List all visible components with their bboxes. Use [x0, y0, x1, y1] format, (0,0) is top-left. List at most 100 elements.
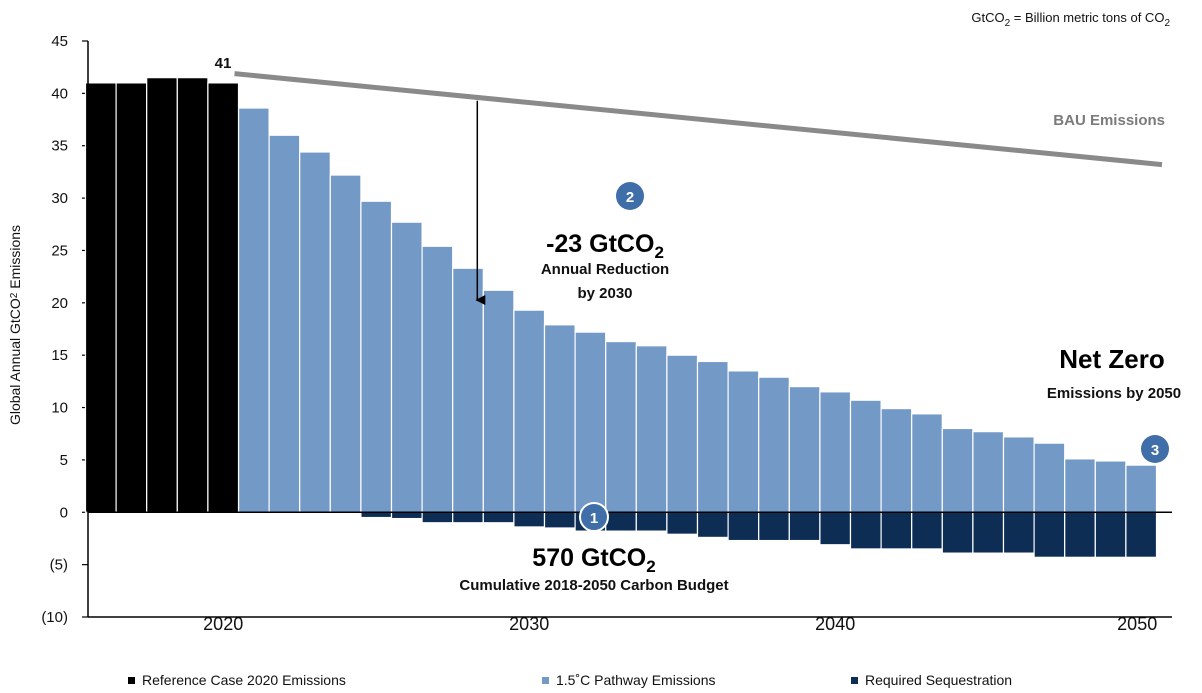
y-tick-label: 0 [60, 504, 68, 521]
pathway-bar [421, 245, 454, 513]
sequestration-bar [605, 511, 637, 532]
x-tick-label: 2040 [815, 614, 855, 634]
y-tick-label: 45 [51, 33, 68, 50]
pathway-bar [513, 309, 546, 513]
x-tick-label: 2050 [1117, 614, 1157, 634]
x-tick-label: 2020 [203, 614, 243, 634]
pathway-bar [237, 107, 270, 513]
pathway-bar [543, 324, 576, 513]
units-note: GtCO2 = Billion metric tons of CO2 [971, 10, 1170, 29]
sequestration-bar [849, 511, 882, 550]
sequestration-bar [543, 511, 576, 529]
y-axis-ticks: 45 40 35 30 25 20 15 10 5 0 (5) (10) [41, 33, 88, 626]
sequestration-bar [1033, 511, 1066, 558]
sequestration-bar [635, 511, 668, 532]
reduction-headline: -23 GtCO2 [546, 230, 664, 262]
sequestration-bar [1064, 511, 1096, 558]
pathway-bar [299, 151, 331, 513]
badge-1 [579, 502, 609, 532]
pathway-bar [635, 345, 668, 513]
badge-2-number: 2 [626, 189, 634, 206]
reduction-annotation: 2 -23 GtCO2 Annual Reduction by 2030 [541, 182, 669, 302]
pathway-bar [1094, 460, 1127, 513]
y-tick-label: 25 [51, 242, 68, 259]
y-tick-label: 30 [51, 190, 68, 207]
pathway-bar [880, 407, 913, 513]
sequestration-bar [880, 511, 913, 550]
reference-bar [115, 82, 148, 513]
pathway-bar [758, 376, 790, 513]
sequestration-bar [758, 511, 790, 542]
legend-swatch-pathway [542, 677, 549, 684]
sequestration-bar [788, 511, 821, 542]
legend-item-pathway: 1.5˚C Pathway Emissions [542, 672, 716, 688]
reference-value-label: 41 [215, 55, 232, 72]
y-axis-label: Global Annual GtCO2 Emissions [7, 225, 23, 425]
bau-emissions-line [234, 71, 1163, 168]
sequestration-bar [911, 511, 943, 550]
y-tick-label: 10 [51, 400, 68, 417]
pathway-bar [360, 200, 393, 513]
sequestration-bar [1002, 511, 1035, 554]
budget-line1: Cumulative 2018-2050 Carbon Budget [459, 577, 728, 594]
bau-emissions-label: BAU Emissions [1053, 112, 1165, 129]
sequestration-bar [482, 511, 515, 524]
pathway-bar [849, 399, 882, 513]
sequestration-bar [513, 511, 546, 528]
pathway-bar [390, 221, 423, 513]
legend-item-reference: Reference Case 2020 Emissions [128, 672, 346, 688]
legend-swatch-sequestration [851, 677, 858, 684]
budget-headline: 570 GtCO2 [532, 544, 655, 576]
legend-item-sequestration: Required Sequestration [851, 672, 1012, 688]
pathway-bar [1033, 442, 1066, 513]
sequestration-bar [666, 511, 699, 535]
reduction-line1: Annual Reduction [541, 261, 669, 278]
sequestration-bar [390, 511, 423, 520]
y-tick-label: 5 [60, 452, 68, 469]
emissions-chart: GtCO2 = Billion metric tons of CO2 Globa… [7, 10, 1181, 634]
pathway-bar [727, 370, 760, 513]
y-tick-label: 40 [51, 85, 68, 102]
y-tick-label: 15 [51, 347, 68, 364]
reference-bar [207, 82, 240, 513]
pathway-bar [666, 354, 699, 513]
reference-bar [84, 82, 117, 513]
pathway-bar [452, 267, 484, 513]
sequestration-bar [421, 511, 454, 524]
budget-annotation: 1 570 GtCO2 Cumulative 2018-2050 Carbon … [459, 502, 729, 594]
reference-bar [176, 77, 209, 513]
net-zero-line1: Emissions by 2050 [1047, 385, 1181, 402]
y-tick-label: 20 [51, 295, 68, 312]
legend-swatch-reference [128, 677, 135, 684]
pathway-bar [788, 386, 821, 513]
pathway-bar [1002, 436, 1035, 513]
pathway-bar [574, 331, 607, 513]
pathway-bar [819, 391, 852, 513]
y-tick-label: 35 [51, 138, 68, 155]
y-tick-label: (10) [41, 609, 68, 626]
sequestration-bar [819, 511, 852, 546]
y-tick-label: (5) [50, 557, 68, 574]
net-zero-annotation: Net Zero Emissions by 2050 3 [1047, 344, 1181, 463]
sequestration-bar [452, 511, 484, 524]
pathway-bar [482, 289, 515, 513]
badge-1-number: 1 [590, 510, 598, 527]
sequestration-bar [972, 511, 1005, 554]
net-zero-headline: Net Zero [1059, 344, 1164, 374]
pathway-bar [605, 340, 637, 513]
badge-2 [616, 182, 644, 210]
pathway-bar [1125, 464, 1158, 513]
reduction-line2: by 2030 [577, 285, 632, 302]
badge-3-number: 3 [1151, 442, 1159, 459]
legend-label-sequestration: Required Sequestration [865, 672, 1013, 688]
sequestration-bar [360, 511, 393, 519]
sequestration-bar [1125, 511, 1158, 558]
x-axis-ticks: 2020 2030 2040 2050 [203, 614, 1157, 634]
badge-3 [1141, 435, 1169, 463]
pathway-bar [911, 413, 943, 513]
bars [84, 77, 1158, 558]
pathway-bar [941, 427, 974, 513]
pathway-bar [696, 360, 729, 513]
reference-bar [146, 77, 178, 513]
x-tick-label: 2030 [509, 614, 549, 634]
